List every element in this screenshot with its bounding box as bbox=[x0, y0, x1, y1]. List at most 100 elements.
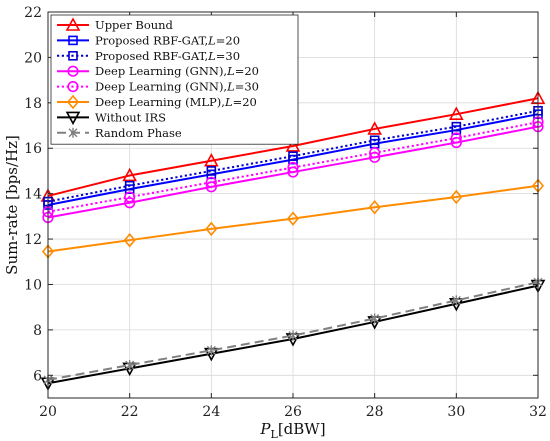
legend-marker bbox=[68, 50, 78, 61]
data-point bbox=[288, 330, 298, 341]
series-3 bbox=[43, 105, 543, 207]
x-tick-label: 32 bbox=[529, 404, 547, 420]
y-tick-label: 8 bbox=[33, 323, 42, 339]
data-point bbox=[287, 166, 299, 178]
x-tick-label: 22 bbox=[121, 404, 139, 420]
legend-label-main: Without IRS bbox=[95, 110, 166, 124]
legend-label-value: =30 bbox=[216, 49, 240, 63]
data-point bbox=[205, 176, 217, 188]
legend-label-main: Deep Learning (MLP), bbox=[95, 95, 225, 109]
legend-marker bbox=[65, 111, 81, 126]
legend-label-value: =30 bbox=[235, 80, 259, 94]
y-tick-label: 6 bbox=[33, 368, 42, 384]
data-point bbox=[370, 313, 380, 324]
legend-marker bbox=[65, 17, 81, 31]
legend-label: Random Phase bbox=[95, 126, 182, 140]
legend-entry: Proposed RBF-GAT,L=20 bbox=[57, 33, 240, 47]
legend-label-main: Upper Bound bbox=[95, 18, 174, 32]
data-point bbox=[286, 211, 300, 226]
legend-label: Without IRS bbox=[95, 110, 166, 124]
data-point bbox=[125, 360, 135, 371]
data-point bbox=[285, 138, 301, 152]
series-line bbox=[47, 184, 539, 253]
x-axis-label-sub: L bbox=[271, 428, 279, 441]
data-point bbox=[367, 121, 383, 135]
legend-label-var: L bbox=[207, 49, 216, 63]
legend-label-main: Deep Learning (GNN), bbox=[95, 64, 227, 78]
legend-entry: Deep Learning (GNN),L=20 bbox=[57, 64, 259, 78]
legend-label-var: L bbox=[226, 80, 235, 94]
y-tick-label: 18 bbox=[24, 96, 42, 112]
x-tick-label: 28 bbox=[366, 404, 384, 420]
y-tick-label: 10 bbox=[24, 277, 42, 293]
legend-entry: Deep Learning (GNN),L=30 bbox=[57, 80, 259, 94]
legend-label-var: L bbox=[224, 95, 233, 109]
y-axis-label: Sum-rate [bps/Hz] bbox=[3, 135, 21, 275]
x-axis-label: PL[dBW] bbox=[259, 420, 325, 441]
legend-marker bbox=[67, 65, 79, 77]
legend-label-var: L bbox=[226, 64, 235, 78]
legend-label-main: Deep Learning (GNN), bbox=[95, 80, 227, 94]
data-point bbox=[451, 121, 462, 132]
y-tick-label: 16 bbox=[24, 141, 42, 157]
plot-series bbox=[40, 90, 546, 391]
y-tick-label: 14 bbox=[24, 187, 42, 203]
data-point bbox=[206, 166, 217, 176]
legend-label: Proposed RBF-GAT,L=20 bbox=[95, 33, 240, 47]
data-point bbox=[205, 221, 218, 237]
x-tick-label: 20 bbox=[39, 404, 57, 420]
data-point bbox=[450, 132, 462, 144]
x-axis-label-unit: [dBW] bbox=[278, 420, 326, 438]
series-line bbox=[47, 109, 539, 203]
legend-marker bbox=[66, 94, 80, 110]
legend-label-main: Proposed RBF-GAT, bbox=[95, 33, 208, 47]
y-tick-label: 12 bbox=[24, 232, 42, 248]
data-point bbox=[124, 191, 136, 203]
legend-label-value: =20 bbox=[216, 33, 240, 47]
x-axis-label-main: P bbox=[259, 420, 271, 438]
legend-label: Deep Learning (MLP),L=20 bbox=[95, 95, 257, 109]
data-point bbox=[369, 147, 381, 159]
data-point bbox=[288, 151, 298, 161]
data-point bbox=[122, 167, 138, 182]
series-line bbox=[47, 97, 539, 197]
x-tick-label: 24 bbox=[202, 404, 220, 420]
legend-marker bbox=[67, 80, 79, 93]
legend-entry: Random Phase bbox=[57, 126, 182, 140]
legend-label-value: =20 bbox=[233, 95, 257, 109]
data-point bbox=[123, 232, 136, 248]
legend-entry: Proposed RBF-GAT,L=30 bbox=[57, 49, 240, 63]
data-point bbox=[369, 135, 380, 146]
y-tick-label: 20 bbox=[24, 50, 42, 66]
data-point bbox=[287, 161, 299, 174]
legend-marker bbox=[68, 35, 78, 46]
legend-label: Upper Bound bbox=[95, 18, 174, 32]
legend-marker bbox=[68, 127, 78, 138]
legend-label-var: L bbox=[207, 33, 216, 47]
series-line bbox=[47, 121, 539, 213]
data-point bbox=[124, 180, 135, 191]
series-6 bbox=[41, 178, 545, 259]
legend-entry: Without IRS bbox=[57, 110, 166, 126]
x-tick-label: 30 bbox=[447, 404, 465, 420]
legend-label: Deep Learning (GNN),L=30 bbox=[95, 80, 259, 94]
legend-label: Proposed RBF-GAT,L=30 bbox=[95, 49, 240, 63]
legend-entry: Deep Learning (MLP),L=20 bbox=[57, 94, 257, 110]
y-tick-label: 22 bbox=[24, 5, 42, 21]
data-point bbox=[205, 181, 217, 193]
data-point bbox=[206, 345, 216, 356]
legend-label-value: =20 bbox=[235, 64, 259, 78]
legend-label-main: Random Phase bbox=[95, 126, 182, 140]
x-tick-label: 26 bbox=[284, 404, 302, 420]
data-point bbox=[368, 200, 381, 215]
legend-label: Deep Learning (GNN),L=20 bbox=[95, 64, 259, 78]
data-point bbox=[448, 106, 464, 120]
legend-label-main: Proposed RBF-GAT, bbox=[95, 49, 208, 63]
data-point bbox=[203, 153, 219, 167]
data-point bbox=[451, 295, 461, 306]
legend-entry: Upper Bound bbox=[57, 17, 174, 32]
legend-box bbox=[50, 14, 299, 145]
data-point bbox=[450, 189, 463, 205]
